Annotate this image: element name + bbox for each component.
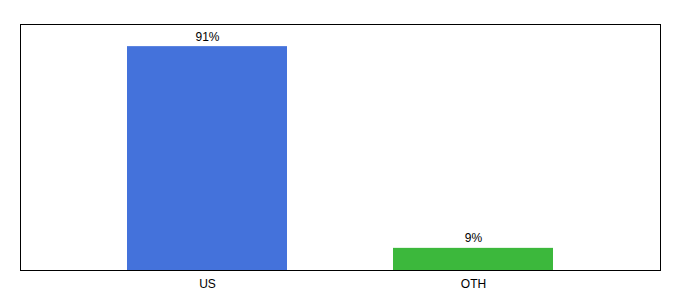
- svg-text:9%: 9%: [465, 231, 483, 245]
- svg-text:US: US: [199, 277, 216, 291]
- svg-text:91%: 91%: [195, 30, 219, 44]
- svg-text:OTH: OTH: [461, 277, 486, 291]
